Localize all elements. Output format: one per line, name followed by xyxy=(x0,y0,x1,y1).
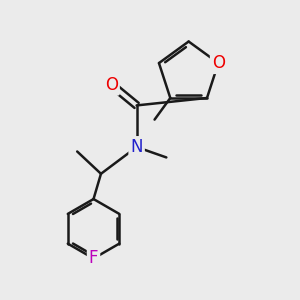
Text: F: F xyxy=(89,250,98,268)
Text: O: O xyxy=(105,76,118,94)
Text: O: O xyxy=(212,54,225,72)
Text: N: N xyxy=(130,138,143,156)
